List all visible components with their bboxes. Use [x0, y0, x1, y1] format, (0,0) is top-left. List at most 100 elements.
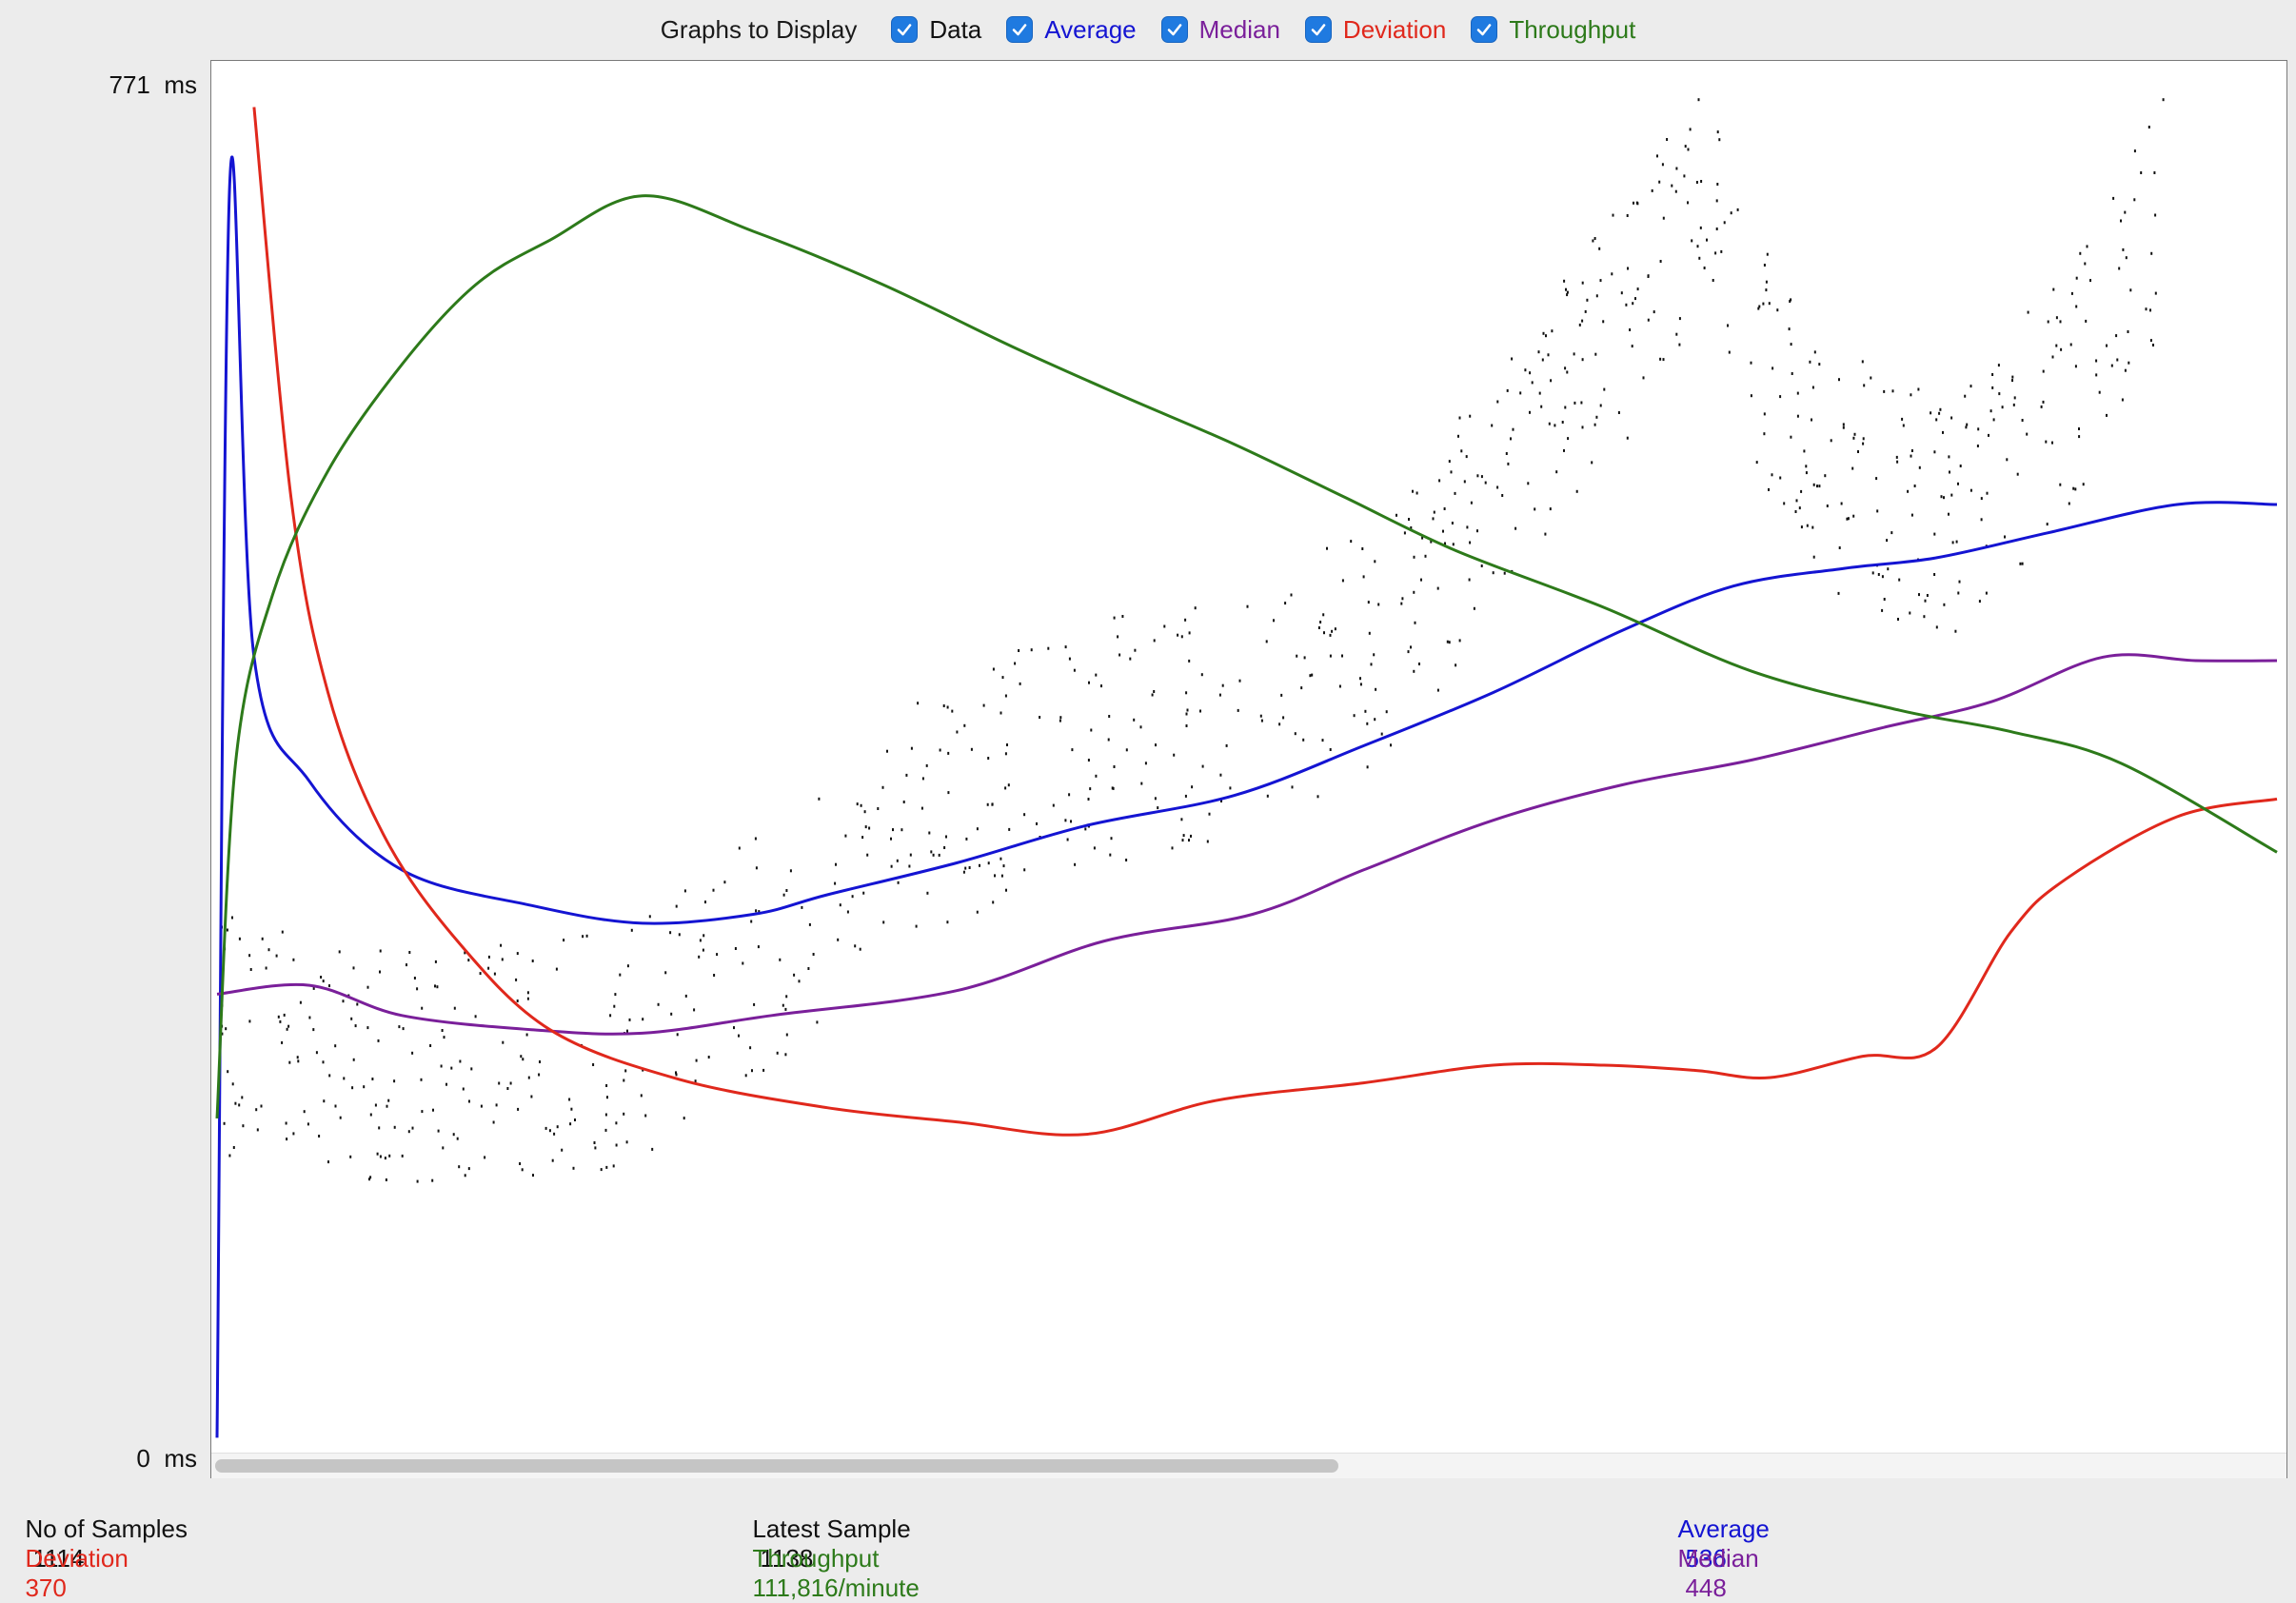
data-point [2019, 562, 2022, 565]
median-toggle[interactable]: Median [1160, 15, 1280, 45]
data-point [315, 1051, 318, 1055]
data-point [379, 1155, 382, 1158]
data-point [1727, 324, 1729, 327]
data-point [349, 1155, 352, 1158]
data-point [1190, 834, 1192, 838]
data-point [605, 1165, 608, 1169]
data-point [411, 1051, 414, 1055]
data-point [1088, 681, 1090, 684]
data-point [1185, 691, 1188, 695]
data-point [225, 1027, 228, 1031]
data-point [1689, 128, 1692, 131]
data-point [1469, 541, 1472, 544]
data-point [441, 1029, 444, 1032]
data-point [1991, 373, 1994, 376]
data-point [411, 1126, 414, 1130]
average-toggle-label: Average [1044, 14, 1137, 44]
data-point [1432, 517, 1435, 521]
data-point [946, 920, 949, 924]
data-point [1824, 474, 1827, 478]
data-point [1593, 423, 1596, 426]
data-point [1762, 302, 1765, 306]
data-point [286, 1027, 288, 1031]
checkbox-icon[interactable] [891, 16, 919, 43]
data-point [442, 1146, 445, 1150]
data-point [1547, 353, 1550, 357]
data-point [1280, 693, 1283, 697]
data-point [548, 1129, 551, 1133]
data-point [1184, 794, 1187, 798]
checkbox-icon[interactable] [1006, 16, 1034, 43]
data-point [1951, 541, 1954, 544]
data-point [2125, 256, 2128, 260]
data-point [2006, 458, 2009, 462]
latest-sample-label: Latest Sample [752, 1514, 911, 1543]
data-point [1771, 366, 1774, 370]
data-point [322, 1060, 325, 1064]
data-point [1316, 795, 1319, 799]
throughput-toggle[interactable]: Throughput [1471, 15, 1635, 45]
data-point [406, 963, 407, 967]
data-point [1800, 525, 1803, 529]
data-point [2013, 396, 2016, 400]
data-point [861, 836, 864, 840]
data-point [1182, 834, 1185, 838]
data-point [2089, 279, 2091, 283]
data-point [312, 1028, 315, 1032]
average-series-line [215, 155, 2278, 1438]
data-point [1750, 361, 1752, 365]
data-point [318, 1135, 321, 1138]
data-point [1581, 425, 1584, 429]
checkbox-icon[interactable] [1471, 16, 1498, 43]
data-point [1155, 743, 1157, 747]
checkbox-icon[interactable] [1160, 16, 1188, 43]
data-point [462, 1087, 465, 1091]
data-point [683, 889, 686, 893]
data-point [1933, 573, 1936, 576]
scrollbar-thumb[interactable] [215, 1459, 1338, 1473]
data-point [1201, 764, 1204, 768]
data-point [1581, 319, 1584, 323]
checkbox-icon[interactable] [1304, 16, 1332, 43]
data-point [749, 1046, 752, 1050]
data-point [1977, 427, 1980, 431]
data-point [2112, 196, 2115, 200]
data-point [742, 961, 744, 965]
data-point [1014, 662, 1017, 665]
data-point [1139, 725, 1142, 729]
data-point [938, 853, 940, 857]
data-point [1359, 683, 1362, 686]
data-point [1246, 604, 1249, 608]
data-point [470, 1067, 473, 1071]
data-point [1538, 391, 1541, 395]
data-point [1529, 371, 1532, 375]
data-point [421, 1110, 424, 1114]
data-point [1991, 386, 1994, 389]
data-point [2084, 262, 2087, 266]
data-point [866, 853, 869, 857]
data-point [628, 1018, 631, 1021]
data-point [670, 1012, 673, 1016]
data-points [221, 98, 2165, 1183]
data-point [678, 933, 681, 937]
data-point [480, 1104, 483, 1108]
data-point [1715, 199, 1718, 203]
data-point [926, 891, 929, 895]
data-toggle[interactable]: Data [891, 15, 981, 45]
horizontal-scrollbar[interactable] [211, 1453, 2286, 1478]
data-point [1986, 491, 1989, 495]
data-point [416, 987, 419, 991]
toolbar-title: Graphs to Display [660, 14, 858, 44]
data-point [281, 1040, 284, 1044]
deviation-toggle[interactable]: Deviation [1304, 15, 1446, 45]
data-point [443, 1036, 445, 1039]
data-point [1225, 743, 1228, 747]
data-point [431, 1178, 434, 1182]
data-point [402, 1027, 405, 1031]
data-point [1368, 631, 1371, 635]
data-point [1586, 298, 1589, 302]
data-point [1424, 554, 1427, 558]
data-point [712, 888, 715, 892]
average-toggle[interactable]: Average [1006, 14, 1137, 45]
data-point [1238, 679, 1241, 683]
